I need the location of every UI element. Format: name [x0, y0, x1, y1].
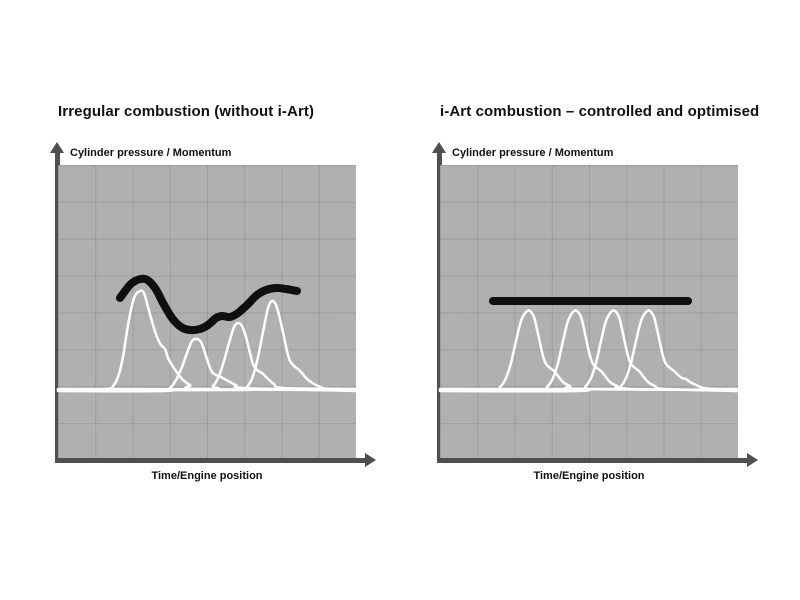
pressure-curve-cylinder-2-equal	[438, 309, 740, 392]
chart-title: Irregular combustion (without i-Art)	[58, 103, 315, 120]
y-axis	[437, 152, 442, 463]
y-axis-label: Cylinder pressure / Momentum	[70, 147, 232, 159]
y-axis-arrow-icon	[50, 142, 64, 153]
pressure-and-momentum-curves	[56, 274, 358, 393]
x-axis	[55, 458, 365, 463]
plot-area	[438, 165, 740, 460]
pressure-curve-cylinder-2-small	[56, 337, 358, 393]
pressure-curve-cylinder-4-tall	[56, 299, 358, 392]
pressure-curve-cylinder-1-equal	[438, 309, 740, 392]
pressure-and-momentum-curves	[438, 297, 740, 393]
pressure-curve-cylinder-3-equal	[438, 309, 740, 393]
x-axis-arrow-icon	[365, 453, 376, 467]
y-axis-arrow-icon	[432, 142, 446, 153]
x-axis-label: Time/Engine position	[533, 470, 645, 482]
momentum-line-irregular-wavy	[116, 274, 301, 335]
y-axis	[55, 152, 60, 463]
y-axis-label: Cylinder pressure / Momentum	[452, 147, 614, 159]
pressure-curve-cylinder-4-equal	[438, 309, 740, 391]
x-axis	[437, 458, 747, 463]
x-axis-arrow-icon	[747, 453, 758, 467]
x-axis-label: Time/Engine position	[151, 470, 263, 482]
chart-with-i-art: i-Art combustion – controlled and optimi…	[422, 100, 767, 500]
chart-without-i-art: Irregular combustion (without i-Art) Cyl…	[40, 100, 385, 500]
pressure-curve-cylinder-3-medium	[56, 321, 358, 391]
plot-area	[56, 165, 358, 460]
pressure-curve-cylinder-1-tall	[56, 289, 358, 392]
chart-title: i-Art combustion – controlled and optimi…	[440, 103, 760, 120]
